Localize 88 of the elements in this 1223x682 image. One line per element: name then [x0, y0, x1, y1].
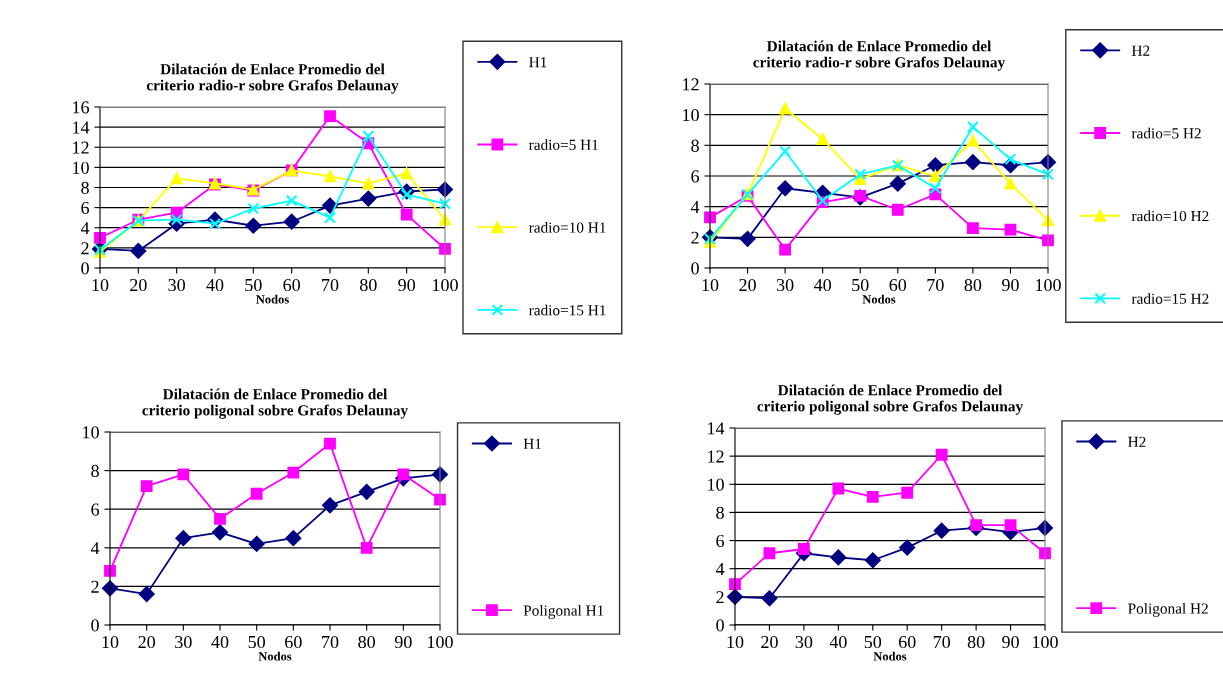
y-tick-label: 8: [716, 506, 724, 519]
x-tick-label: 90: [1002, 635, 1019, 649]
x-tick-label: 60: [285, 635, 302, 649]
y-tick-label: 10: [83, 426, 99, 439]
x-tick-label: 100: [1036, 278, 1061, 292]
x-tick-label: 70: [322, 635, 339, 649]
x-tick-label: 10: [102, 635, 119, 649]
x-axis-title: Nodos: [256, 294, 289, 304]
x-tick-label: 10: [727, 635, 744, 649]
x-tick-label: 50: [248, 635, 266, 649]
y-tick-label: 10: [708, 478, 724, 491]
legend-label: radio=10 H2: [1131, 210, 1209, 222]
y-tick-label: 2: [91, 580, 99, 593]
x-tick-label: 80: [964, 278, 982, 292]
y-tick-label: 8: [91, 464, 99, 478]
x-tick-label: 20: [130, 278, 147, 292]
y-tick-label: 10: [683, 108, 699, 122]
y-tick-label: 4: [90, 542, 100, 555]
y-tick-label: 12: [708, 450, 724, 463]
x-axis-title: Nodos: [862, 294, 896, 304]
x-tick-label: 30: [168, 278, 186, 292]
x-tick-label: 30: [795, 635, 813, 649]
chart-title: Dilatación de Enlace Promedio del criterio radio-r sobre Grafos Delaunay: [146, 63, 399, 94]
x-tick-label: 80: [967, 635, 985, 649]
y-tick-label: 14: [73, 121, 90, 134]
x-tick-label: 20: [138, 635, 156, 649]
legend-label: radio=15 H2: [1131, 293, 1209, 304]
x-tick-label: 40: [211, 635, 229, 649]
x-tick-label: 70: [322, 278, 339, 292]
y-tick-label: 0: [716, 619, 724, 632]
legend-label: Poligonal H1: [523, 604, 604, 619]
legend-label: Poligonal H2: [1128, 602, 1208, 617]
x-tick-label: 80: [359, 278, 377, 292]
y-tick-label: 4: [715, 563, 725, 575]
y-tick-label: 6: [91, 503, 100, 516]
y-tick-label: 6: [691, 170, 700, 183]
x-tick-label: 30: [776, 278, 794, 292]
y-tick-label: 4: [690, 201, 700, 213]
x-tick-label: 40: [829, 635, 847, 649]
y-tick-label: 2: [716, 591, 724, 604]
legend-label: radio=5 H2: [1131, 127, 1201, 139]
y-tick-label: 6: [716, 534, 725, 548]
x-tick-label: 60: [889, 278, 907, 292]
y-tick-label: 10: [73, 161, 89, 174]
y-tick-label: 4: [80, 222, 90, 235]
x-tick-label: 100: [428, 635, 453, 649]
y-tick-label: 12: [73, 141, 89, 154]
y-tick-label: 8: [81, 181, 89, 194]
legend-label: radio=15 H1: [528, 304, 606, 316]
y-tick-label: 14: [708, 422, 725, 435]
x-tick-label: 100: [433, 278, 458, 292]
x-tick-label: 80: [358, 635, 376, 649]
x-tick-label: 50: [245, 278, 262, 292]
legend-label: radio=5 H1: [528, 139, 598, 151]
chart-title: Dilatación de Enlace Promedio del criterio radio-r sobre Grafos Delaunay: [753, 40, 1006, 71]
chart-title: Dilatación de Enlace Promedio del criterio poligonal sobre Grafos Delaunay: [142, 388, 408, 419]
legend-label: H1: [523, 438, 541, 449]
y-tick-label: 6: [81, 201, 90, 215]
y-tick-label: 12: [683, 78, 699, 91]
y-tick-label: 2: [81, 242, 89, 255]
x-axis-title: Nodos: [873, 651, 907, 661]
y-tick-label: 0: [81, 262, 89, 275]
x-tick-label: 90: [394, 635, 412, 649]
x-tick-label: 20: [739, 278, 756, 292]
x-tick-label: 50: [864, 635, 882, 649]
x-tick-label: 30: [175, 635, 192, 649]
x-tick-label: 90: [398, 278, 416, 292]
x-tick-label: 60: [283, 278, 301, 292]
y-tick-label: 8: [691, 139, 699, 152]
y-tick-label: 0: [691, 262, 699, 275]
x-tick-label: 60: [898, 635, 916, 649]
x-tick-label: 70: [927, 278, 944, 292]
legend-label: radio=10 H1: [528, 221, 606, 233]
x-tick-label: 40: [206, 278, 224, 292]
chart-title: Dilatación de Enlace Promedio del criterio poligonal sobre Grafos Delaunay: [757, 384, 1023, 415]
legend-label: H2: [1131, 45, 1150, 56]
x-tick-label: 90: [1002, 278, 1019, 292]
legend-label: H1: [529, 57, 547, 68]
y-tick-label: 16: [73, 101, 90, 114]
x-axis-title: Nodos: [258, 651, 292, 661]
x-tick-label: 20: [761, 635, 778, 649]
legend-label: H2: [1128, 436, 1146, 447]
y-tick-label: 0: [91, 619, 99, 632]
y-tick-label: 2: [691, 231, 699, 244]
x-tick-label: 100: [1033, 635, 1058, 649]
x-tick-label: 40: [813, 278, 832, 292]
x-tick-label: 70: [933, 635, 951, 649]
x-tick-label: 50: [852, 278, 869, 292]
